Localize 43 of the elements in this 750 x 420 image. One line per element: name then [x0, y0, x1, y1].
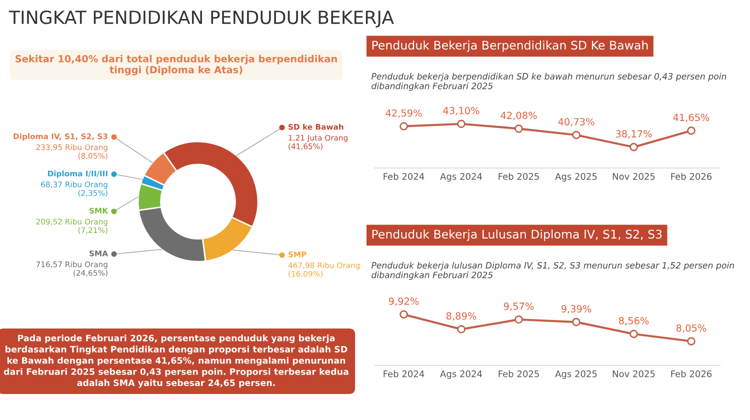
x-tick-label: Nov 2025: [612, 173, 655, 180]
point: [572, 318, 580, 326]
data-label: 42,08%: [500, 112, 537, 120]
point: [457, 120, 466, 128]
data-label: 40,73%: [558, 118, 594, 126]
point: [630, 142, 638, 152]
x-tick-label: Ags 2025: [555, 173, 597, 182]
data-label: 9,57%: [504, 302, 534, 311]
point: [630, 330, 638, 338]
x-tick-label: Ags 2024: [440, 173, 482, 182]
data-label: 43,10%: [443, 106, 480, 116]
point: [400, 122, 408, 130]
x-tick-label: Nov 2025: [612, 370, 655, 378]
x-tick-label: Ags 2025: [555, 370, 597, 379]
x-tick-label: Feb 2026: [671, 370, 712, 378]
data-label: 8,56%: [618, 317, 649, 326]
chart-title: TINGKAT PENDIDIKAN PENDUDUK BEKERJA: [8, 10, 394, 28]
chart-title: Penduduk Bekerja Lulusan Diploma IV, S1, S2, S3: [372, 229, 662, 241]
data-label: 8,89%: [446, 312, 476, 321]
data-label: 9,39%: [561, 305, 592, 314]
x-tick-label: Feb 2026: [671, 172, 712, 180]
x-tick-label: Ags 2024: [440, 370, 482, 379]
x-tick-label: Feb 2024: [384, 172, 424, 180]
x-tick-label: Feb 2025: [498, 370, 539, 378]
data-label: 42,59%: [386, 109, 422, 118]
data-label: 8,05%: [676, 324, 706, 333]
chart-subtitle: Penduduk bekerja lulusan Diploma IV, S1, S2, S3 menurun sebesar 1,52 persen poin dibandingkan Februari 2025: [371, 262, 734, 280]
point: [457, 325, 466, 334]
data-label: 38,17%: [616, 130, 652, 138]
point: [514, 315, 523, 324]
data-label: 9,92%: [388, 298, 419, 306]
chart-subtitle: Sekitar 10,40% dari total penduduk bekerja berpendidikan tinggi (Diploma ke Atas): [16, 54, 337, 76]
point: [514, 124, 523, 133]
chart-title: Penduduk Bekerja Berpendidikan SD Ke Bawah: [372, 40, 648, 52]
text: Pada periode Februari 2026, persentase penduduk yang bekerja berdasarkan Tingkat Pendidikan dengan proporsi terbesar adalah SD ke Bawah dengan persentase 41,65%, namun mengalami penurunan dari Februari 2025 sebesar 0,43 persen poin. Proporsi terbesar kedua adalah SMA yaitu sebesar 24,65 persen.: [4, 334, 348, 388]
point: [572, 130, 580, 140]
point: [400, 310, 408, 319]
x-tick-label: Feb 2024: [384, 370, 424, 378]
point: [687, 337, 696, 346]
point: [687, 126, 696, 135]
chart-subtitle: Penduduk bekerja berpendidikan SD ke bawah menurun sebesar 0,43 persen poin dibandingkan Februari 2025: [371, 72, 726, 91]
data-label: 41,65%: [673, 114, 710, 122]
x-tick-label: Feb 2025: [498, 172, 539, 180]
